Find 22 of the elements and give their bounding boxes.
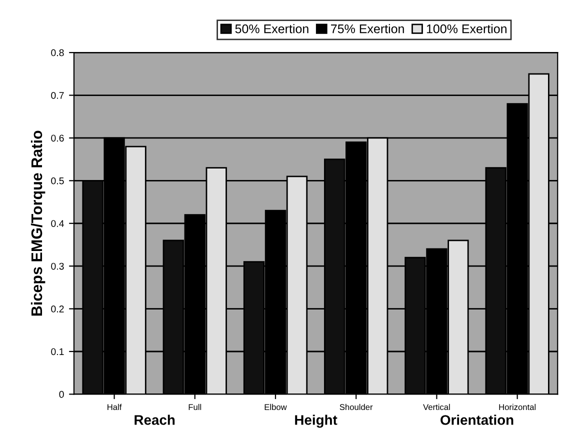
y-tick-label: 0.6 bbox=[51, 134, 64, 142]
x-tick-label: Elbow bbox=[264, 404, 287, 410]
legend-label: 75% Exertion bbox=[331, 24, 404, 34]
y-tick-label: 0.3 bbox=[51, 262, 64, 270]
y-tick-label: 0.5 bbox=[51, 177, 64, 184]
x-tick-label: Shoulder bbox=[340, 404, 373, 410]
y-tick-label: 0.1 bbox=[51, 348, 64, 356]
legend-label: 50% Exertion bbox=[235, 24, 308, 34]
y-tick-label: 0.4 bbox=[51, 220, 64, 227]
text: Orientation bbox=[440, 414, 514, 425]
y-axis-title: Biceps EMG/Torque Ratio bbox=[30, 130, 46, 316]
text: Height bbox=[295, 414, 338, 428]
x-tick-label: Vertical bbox=[423, 404, 450, 410]
x-tick-label: Half bbox=[108, 404, 122, 410]
legend-label: 100% Exertion bbox=[426, 24, 506, 34]
y-tick-label: 0.2 bbox=[51, 306, 64, 312]
x-tick-label: Full bbox=[188, 404, 202, 410]
y-tick-label: 0 bbox=[59, 390, 64, 398]
text: Reach bbox=[134, 414, 175, 425]
y-tick-label: 0.7 bbox=[51, 92, 64, 99]
x-tick-label: Horizontal bbox=[499, 404, 536, 410]
y-tick-label: 0.8 bbox=[51, 49, 64, 56]
